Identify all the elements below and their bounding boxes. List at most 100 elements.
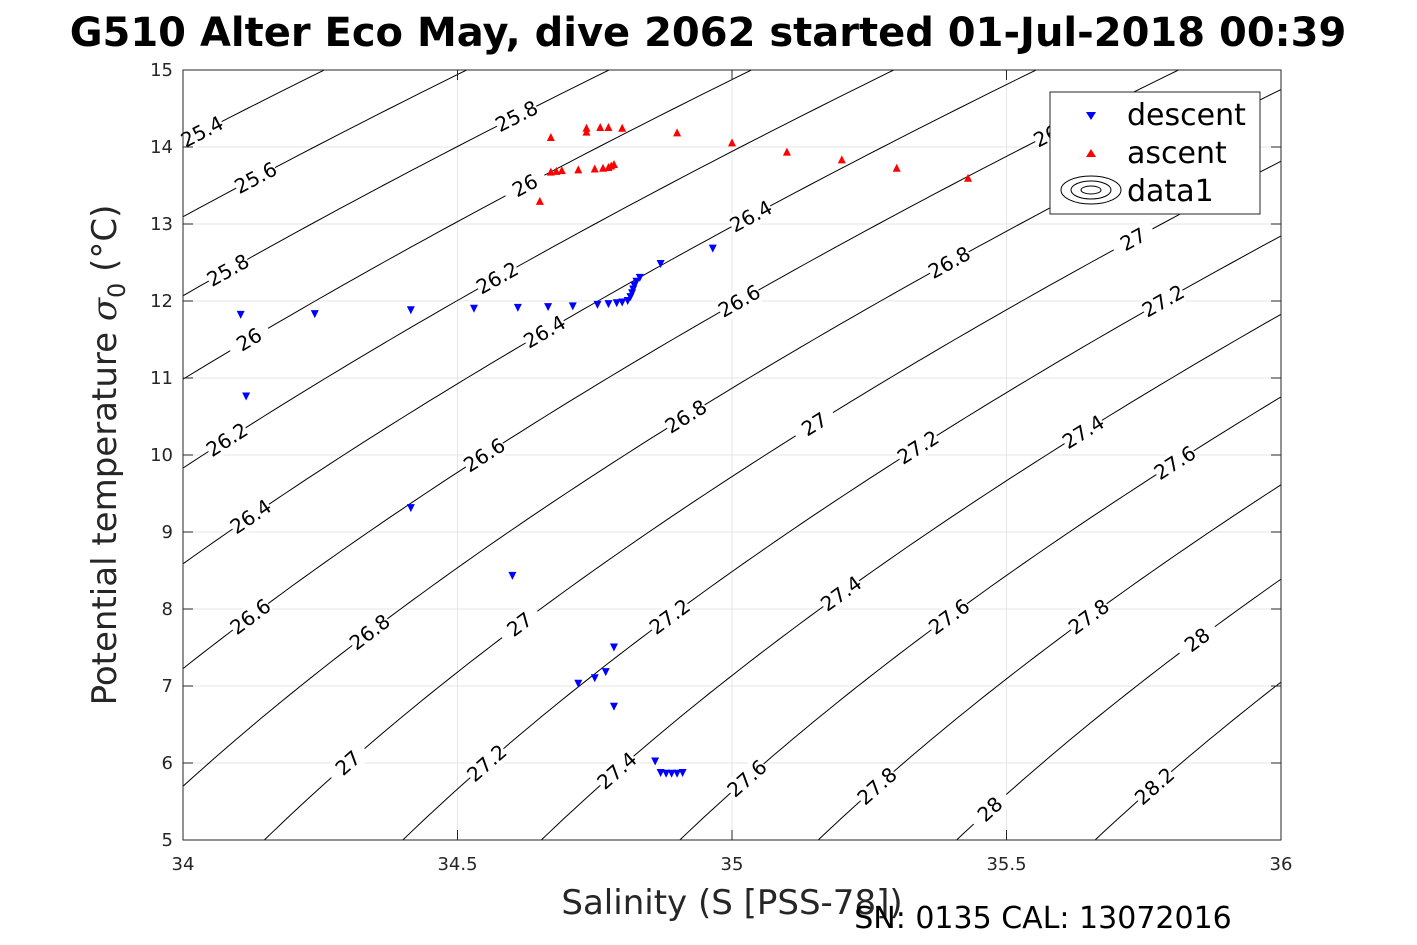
- legend: descent ascent data1: [1049, 91, 1261, 215]
- data-markers: [236, 122, 973, 778]
- isopycnal-label-background: [324, 740, 372, 786]
- descent-marker: [651, 757, 660, 766]
- isopycnal-line: [955, 578, 1281, 840]
- isopycnal-label-background: [224, 318, 274, 361]
- isopycnal-label-background: [495, 602, 544, 647]
- legend-label-data1: data1: [1127, 174, 1214, 209]
- isopycnal-label-background: [459, 433, 509, 477]
- isopycnal-line: [817, 484, 1281, 840]
- isopycnal-label-background: [463, 740, 511, 786]
- y-tick-label: 8: [162, 599, 173, 620]
- isopycnal-label-background: [226, 594, 275, 639]
- ascent-marker: [546, 167, 555, 176]
- ascent-marker: [837, 155, 846, 164]
- isopycnal-label-background: [1138, 280, 1188, 322]
- isopycnal-label-background: [1108, 219, 1158, 260]
- isopycnal-label-background: [1172, 617, 1222, 662]
- descent-marker: [708, 244, 717, 253]
- ascent-marker: [782, 147, 791, 156]
- ascent-marker: [964, 173, 973, 182]
- x-tick-label: 34.5: [437, 854, 477, 875]
- isopycnal-label-background: [203, 249, 253, 291]
- isopycnal-label-background: [661, 395, 711, 438]
- descent-marker: [612, 299, 621, 308]
- ascent-marker: [557, 166, 566, 175]
- isopycnal-label-background: [177, 111, 227, 152]
- descent-marker: [590, 674, 599, 683]
- isopycnal-label-background: [726, 196, 776, 237]
- isopycnal-line: [1094, 681, 1281, 840]
- ascent-marker: [582, 123, 591, 132]
- descent-marker: [656, 769, 665, 778]
- serial-calibration-footer: SN: 0135 CAL: 13072016: [854, 901, 1232, 936]
- ascent-marker: [574, 165, 583, 174]
- isopycnal-label-background: [472, 257, 522, 299]
- x-tick-label: 36: [1270, 854, 1293, 875]
- descent-marker: [508, 571, 517, 580]
- isopycnal-label-background: [1064, 594, 1114, 639]
- ascent-marker: [598, 163, 607, 172]
- ascent-marker: [596, 122, 605, 131]
- isopycnal-label-background: [966, 786, 1014, 833]
- y-tick-label: 13: [150, 214, 173, 235]
- isopycnal-line: [183, 70, 611, 297]
- x-axis-ticks: 34 34.5 35 35.5 36: [172, 70, 1293, 875]
- legend-marker-data1: [1060, 175, 1122, 205]
- descent-marker: [544, 303, 553, 312]
- descent-marker: [618, 298, 627, 307]
- y-tick-label: 14: [150, 137, 173, 158]
- ascent-marker: [546, 132, 555, 141]
- descent-marker: [609, 643, 618, 652]
- y-tick-label: 11: [150, 368, 173, 389]
- isopycnal-label-background: [645, 594, 694, 639]
- legend-label-descent: descent: [1127, 98, 1246, 133]
- isopycnal-label-background: [816, 571, 866, 616]
- descent-marker: [310, 310, 319, 319]
- isopycnal-label-background: [723, 755, 771, 802]
- descent-marker: [662, 769, 671, 778]
- ascent-marker: [604, 122, 613, 131]
- y-tick-label: 9: [162, 522, 173, 543]
- chart-title: G510 Alter Eco May, dive 2062 started 01…: [70, 10, 1347, 56]
- descent-marker: [236, 310, 245, 319]
- ascent-marker: [673, 128, 682, 137]
- descent-marker: [568, 302, 577, 311]
- isopycnal-label-background: [924, 242, 974, 283]
- isopycnal-label-background: [1058, 410, 1108, 453]
- x-tick-label: 35.5: [986, 854, 1026, 875]
- descent-marker: [604, 300, 613, 309]
- x-axis-label: Salinity (S [PSS-78]): [561, 883, 902, 923]
- ascent-marker: [609, 159, 618, 168]
- y-tick-label: 7: [162, 676, 173, 697]
- isopycnal-label-background: [714, 280, 764, 322]
- ascent-series: [535, 122, 973, 205]
- legend-marker-descent: [1086, 112, 1096, 120]
- descent-marker: [609, 702, 618, 711]
- descent-marker: [406, 504, 415, 513]
- isopycnal-label-background: [492, 96, 542, 136]
- isopycnal-line: [183, 70, 1038, 565]
- isopycnal-label-background: [520, 311, 570, 353]
- y-tick-label: 5: [162, 830, 173, 851]
- descent-marker: [678, 769, 687, 778]
- descent-marker: [593, 300, 602, 309]
- ascent-marker: [590, 164, 599, 173]
- x-tick-label: 34: [172, 854, 195, 875]
- descent-marker: [242, 392, 251, 401]
- descent-marker: [601, 668, 610, 677]
- isopycnal-label-background: [924, 594, 974, 639]
- isopycnal-label-background: [853, 763, 901, 809]
- isopycnal-label-background: [345, 610, 394, 655]
- y-tick-label: 12: [150, 291, 173, 312]
- y-axis-label: Potential temperature σ0 (°C): [85, 205, 131, 706]
- isopycnal-label-background: [893, 426, 943, 469]
- y-tick-label: 6: [162, 753, 173, 774]
- y-axis-ticks: 5 6 7 8 9 10 11 12 13 14 15: [150, 60, 1281, 851]
- x-tick-label: 35: [721, 854, 744, 875]
- descent-marker: [406, 306, 415, 315]
- descent-marker: [513, 303, 522, 312]
- ascent-marker: [728, 138, 736, 147]
- ascent-marker: [618, 123, 627, 132]
- y-tick-label: 10: [150, 445, 173, 466]
